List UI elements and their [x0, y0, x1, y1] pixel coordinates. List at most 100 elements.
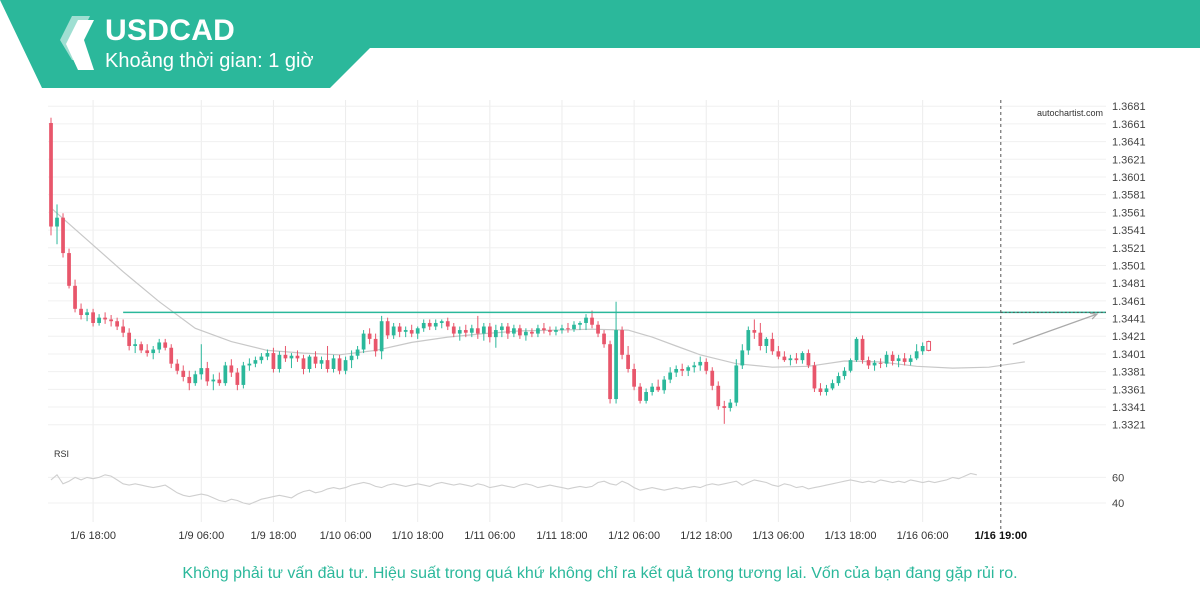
- bearish-candle: [109, 315, 113, 327]
- candlestick-series: [49, 117, 932, 424]
- price-tick-label: 1.3541: [1112, 225, 1146, 237]
- candle-body: [115, 321, 119, 327]
- bearish-candle: [812, 361, 817, 392]
- candle-body: [812, 365, 817, 389]
- autochartist-logo-icon: [60, 16, 94, 70]
- candle-body: [121, 326, 126, 333]
- candle-body: [914, 351, 919, 359]
- candle-body: [806, 353, 811, 366]
- candle-body: [728, 402, 733, 408]
- bearish-candle: [710, 367, 715, 391]
- bearish-candle: [487, 322, 492, 343]
- candle-body: [878, 362, 883, 364]
- candle-body: [127, 332, 132, 346]
- candle-body: [578, 322, 582, 325]
- bullish-candle: [211, 374, 216, 391]
- bullish-candle: [692, 361, 697, 373]
- candle-body: [752, 330, 757, 333]
- bullish-candle: [554, 326, 558, 336]
- candle-body: [223, 365, 228, 384]
- price-tick-label: 1.3401: [1112, 349, 1146, 361]
- bullish-candle: [157, 338, 162, 354]
- price-tick-label: 1.3581: [1112, 190, 1146, 202]
- candle-body: [157, 342, 162, 350]
- candle-body: [349, 355, 354, 361]
- candle-body: [421, 322, 426, 329]
- price-tick-label: 1.3341: [1112, 402, 1146, 414]
- bearish-candle: [445, 317, 450, 331]
- watermark-text: autochartist.com: [1037, 108, 1103, 118]
- price-tick-label: 1.3661: [1112, 119, 1146, 131]
- symbol-title: USDCAD: [105, 14, 236, 47]
- candle-body: [704, 361, 709, 371]
- candle-body: [602, 333, 606, 345]
- bearish-candle: [301, 354, 306, 375]
- candle-body: [103, 317, 107, 320]
- candle-body: [403, 330, 408, 332]
- bullish-candle: [349, 350, 354, 369]
- interval-subtitle: Khoảng thời gian: 1 giờ: [105, 50, 314, 72]
- bearish-candle: [91, 308, 95, 327]
- candle-body: [337, 358, 342, 371]
- bullish-candle: [199, 344, 204, 380]
- bearish-candle: [169, 344, 174, 369]
- bullish-candle: [499, 322, 504, 338]
- candle-body: [289, 355, 294, 359]
- candle-body: [313, 356, 318, 364]
- candle-body: [524, 331, 528, 336]
- candle-body: [391, 326, 396, 336]
- bullish-candle: [241, 361, 246, 389]
- candle-body: [499, 326, 504, 331]
- bullish-candle: [698, 356, 703, 371]
- chart-overlay: [123, 100, 1106, 530]
- candle-body: [211, 379, 216, 382]
- bearish-candle: [590, 310, 594, 329]
- bullish-candle: [433, 319, 438, 331]
- candle-body: [758, 332, 763, 346]
- price-tick-label: 1.3381: [1112, 367, 1146, 379]
- bullish-candle: [307, 354, 312, 373]
- bullish-candle: [55, 204, 59, 245]
- candle-body: [397, 326, 402, 332]
- bearish-candle: [866, 356, 871, 369]
- bullish-candle: [842, 367, 847, 380]
- bearish-candle: [506, 322, 510, 339]
- candle-body: [620, 330, 624, 355]
- candle-body: [79, 308, 83, 316]
- candle-body: [668, 372, 673, 380]
- bearish-candle: [656, 379, 661, 392]
- bullish-candle: [896, 354, 901, 368]
- bullish-candle: [524, 328, 528, 341]
- time-tick-label: 1/11 06:00: [464, 530, 515, 542]
- candle-body: [554, 330, 558, 332]
- bullish-candle: [614, 301, 618, 404]
- bullish-candle: [854, 337, 859, 362]
- bearish-candle: [596, 321, 600, 338]
- candle-body: [229, 365, 234, 373]
- candle-body: [584, 317, 588, 323]
- candle-body: [139, 344, 144, 351]
- bullish-candle: [848, 358, 853, 373]
- candle-body: [241, 365, 246, 385]
- bullish-candle: [403, 326, 408, 338]
- candle-body: [265, 353, 270, 357]
- bearish-candle: [79, 303, 83, 320]
- bearish-candle: [373, 333, 378, 357]
- candle-body: [764, 338, 769, 346]
- candle-body: [770, 338, 775, 352]
- bearish-candle: [752, 319, 757, 339]
- time-axis: 1/6 18:00 1/9 06:00 1/9 18:00 1/10 06:00 1/1…: [70, 530, 1027, 542]
- time-tick-label: 1/13 06:00: [752, 530, 804, 542]
- bearish-candle: [463, 324, 468, 338]
- price-tick-label: 1.3321: [1112, 420, 1146, 432]
- candle-body: [67, 253, 71, 286]
- price-tick-label: 1.3441: [1112, 314, 1146, 326]
- candle-body: [133, 344, 138, 346]
- candle-body: [253, 360, 258, 364]
- bearish-candle: [229, 359, 234, 377]
- candle-body: [746, 330, 751, 351]
- bearish-candle: [181, 365, 186, 382]
- candle-body: [590, 317, 594, 325]
- candle-body: [920, 345, 925, 352]
- candle-body: [55, 217, 59, 227]
